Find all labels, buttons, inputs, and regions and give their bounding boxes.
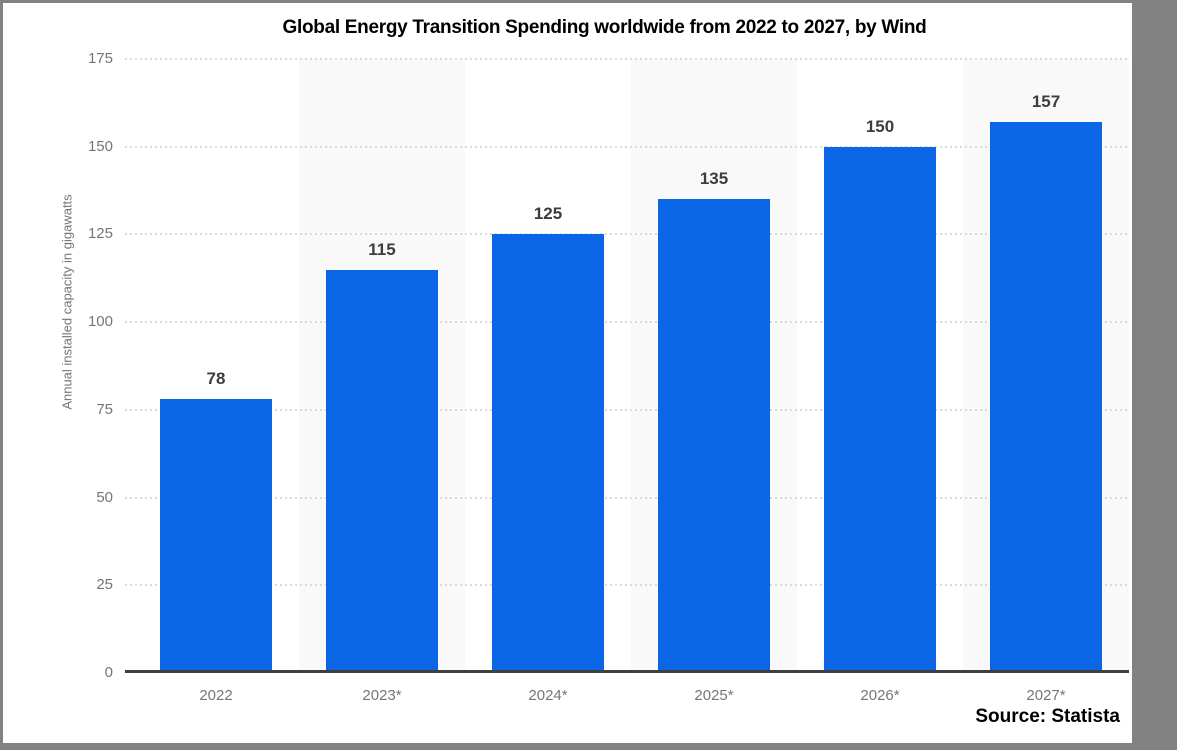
- bar-value-label: 150: [865, 116, 895, 136]
- y-tick-label: 100: [87, 313, 113, 331]
- bar-2026*: [824, 146, 936, 670]
- source-text: Source: Statista: [975, 706, 1120, 727]
- chart-title: Global Energy Transition Spending worldw…: [282, 17, 927, 38]
- y-tick-label: 0: [104, 664, 113, 681]
- y-tick-label: 50: [96, 488, 113, 506]
- bar-value-label: 78: [206, 369, 226, 389]
- bar-value-label: 135: [699, 169, 729, 189]
- gridline: [125, 496, 1129, 499]
- bar-2025*: [658, 199, 770, 670]
- bar-2027*: [990, 122, 1102, 670]
- y-tick-label: 175: [87, 50, 113, 67]
- bar-value-label: 115: [368, 239, 396, 259]
- plot-area: 78 115 125 135 150 157: [125, 58, 1129, 673]
- gridline: [125, 584, 1129, 587]
- y-tick-label: 25: [96, 576, 113, 594]
- x-tick-label: 2023*: [362, 687, 402, 704]
- bar-2022: [160, 399, 272, 670]
- x-tick-label: 2024*: [528, 687, 568, 704]
- bar-2023*: [326, 269, 438, 670]
- gridline: [125, 233, 1129, 236]
- gridline: [125, 145, 1129, 148]
- chart-panel: Global Energy Transition Spending worldw…: [3, 3, 1132, 743]
- gridline: [125, 58, 1129, 60]
- y-tick-label: 125: [87, 225, 113, 243]
- y-tick-label: 150: [87, 137, 113, 155]
- x-tick-label: 2026*: [860, 687, 900, 704]
- x-tick-label: 2025*: [694, 687, 734, 704]
- bar-value-label: 157: [1031, 92, 1061, 112]
- y-tick-label: 75: [96, 400, 113, 418]
- x-tick-label: 2022: [199, 687, 233, 704]
- gridline: [125, 408, 1129, 411]
- x-axis-line: [125, 670, 1129, 673]
- bar-value-label: 125: [533, 204, 563, 224]
- x-tick-label: 2027*: [1026, 687, 1066, 704]
- bar-2024*: [492, 234, 604, 670]
- gridline: [125, 321, 1129, 324]
